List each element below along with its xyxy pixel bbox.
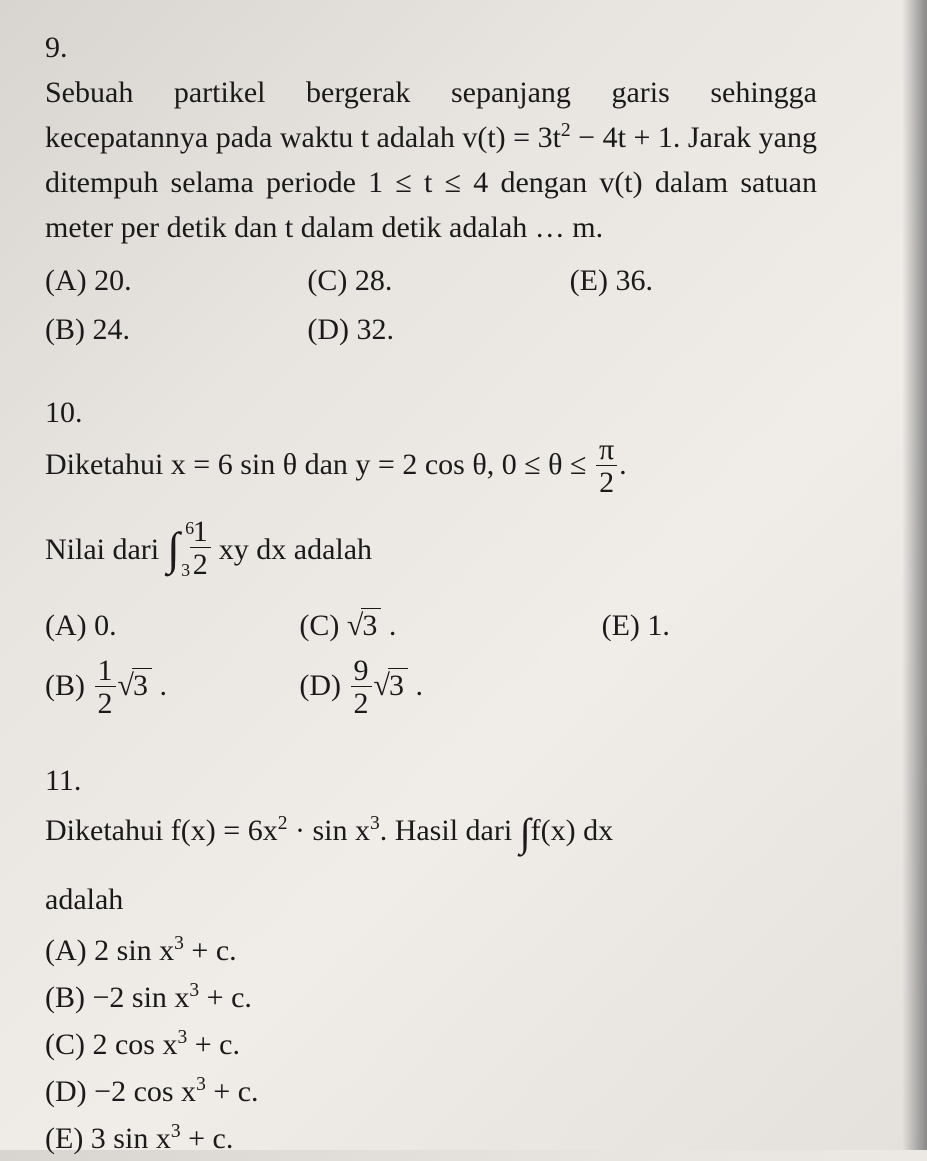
superscript: 3 <box>174 933 184 954</box>
adalah-text: adalah <box>45 877 817 922</box>
sqrt: 3 <box>374 663 408 708</box>
text-part: + c. <box>206 1075 259 1108</box>
denominator: 2 <box>596 466 617 499</box>
superscript: 3 <box>196 1074 206 1095</box>
text-part: Diketahui f(x) = 6x <box>45 814 278 847</box>
text-part: . <box>381 609 396 642</box>
question-10: 10. Diketahui x = 6 sin θ dan y = 2 cos … <box>45 390 877 720</box>
option-e: (E) 1. <box>602 603 817 648</box>
denominator: 2 <box>190 548 211 581</box>
option-c: (C) 28. <box>307 258 554 303</box>
option-c: (C) 2 cos x3 + c. <box>45 1022 817 1067</box>
option-e: (E) 36. <box>570 258 817 303</box>
options-grid: (A) 20. (C) 28. (E) 36. (B) 24. (D) 32. <box>45 258 817 352</box>
option-a: (A) 20. <box>45 258 292 303</box>
question-text: Sebuah partikel bergerak sepanjang garis… <box>45 70 817 250</box>
text-part: (A) 2 sin x <box>45 934 174 967</box>
text-part: . <box>619 448 627 481</box>
option-b: (B) 123 . <box>45 656 284 720</box>
integral-symbol: ∫63 <box>167 528 180 569</box>
text-part: (C) <box>299 609 347 642</box>
text-part: (B) −2 sin x <box>45 981 189 1014</box>
text-part: Diketahui x = 6 sin θ dan y = 2 cos θ, 0… <box>45 448 594 481</box>
option-a: (A) 0. <box>45 603 284 648</box>
question-number: 11. <box>45 758 100 803</box>
options-grid: (A) 0. (C) 3 . (E) 1. (B) 123 . (D) 923 … <box>45 603 817 720</box>
option-e: (E) 3 sin x3 + c. <box>45 1116 817 1161</box>
text-part: . <box>152 669 167 702</box>
option-b: (B) 24. <box>45 307 292 352</box>
question-11: 11. Diketahui f(x) = 6x2 · sin x3. Hasil… <box>45 758 877 1161</box>
superscript: 2 <box>278 813 288 834</box>
text-part: + c. <box>184 934 237 967</box>
text-part: . <box>408 669 423 702</box>
fraction: π2 <box>596 435 617 499</box>
text-part: Nilai dari <box>45 527 159 572</box>
numerator: 1 <box>95 656 116 687</box>
integral-symbol: ∫ <box>520 810 531 855</box>
denominator: 2 <box>351 687 372 720</box>
fraction: 92 <box>351 656 372 720</box>
question-body: Diketahui x = 6 sin θ dan y = 2 cos θ, 0… <box>45 435 817 720</box>
text-part: + c. <box>187 1028 240 1061</box>
integral-lower: 3 <box>181 562 190 578</box>
text-part: · sin x <box>287 814 370 847</box>
radicand: 3 <box>361 608 381 642</box>
text-part: (D) −2 cos x <box>45 1075 196 1108</box>
text-part: (E) 3 sin x <box>45 1122 171 1155</box>
text-part: xy dx adalah <box>219 527 372 572</box>
superscript: 2 <box>561 120 571 141</box>
question-text: Diketahui x = 6 sin θ dan y = 2 cos θ, 0… <box>45 435 817 499</box>
superscript: 3 <box>370 813 380 834</box>
question-number: 9. <box>45 25 100 70</box>
numerator: 9 <box>351 656 372 687</box>
sqrt: 3 <box>118 663 152 708</box>
option-d: (D) 32. <box>307 307 554 352</box>
option-d: (D) −2 cos x3 + c. <box>45 1069 817 1114</box>
question-text: Diketahui f(x) = 6x2 · sin x3. Hasil dar… <box>45 803 817 863</box>
text-part: + c. <box>181 1122 234 1155</box>
option-c: (C) 3 . <box>299 603 586 648</box>
options-list: (A) 2 sin x3 + c. (B) −2 sin x3 + c. (C)… <box>45 928 817 1161</box>
radicand: 3 <box>132 668 152 702</box>
text-part: (D) <box>299 669 348 702</box>
superscript: 3 <box>171 1121 181 1142</box>
option-d: (D) 923 . <box>299 656 586 720</box>
option-a: (A) 2 sin x3 + c. <box>45 928 817 973</box>
question-body: Sebuah partikel bergerak sepanjang garis… <box>45 70 817 352</box>
text-part: f(x) dx <box>531 814 613 847</box>
superscript: 3 <box>189 980 199 1001</box>
question-9: 9. Sebuah partikel bergerak sepanjang ga… <box>45 25 877 352</box>
radicand: 3 <box>388 668 408 702</box>
text-part: (C) 2 cos x <box>45 1028 177 1061</box>
numerator: π <box>596 435 617 466</box>
integral-expression: Nilai dari ∫63 12 xy dx adalah <box>45 517 817 581</box>
text-part: + c. <box>199 981 252 1014</box>
text-part: . Hasil dari <box>380 814 520 847</box>
superscript: 3 <box>177 1027 187 1048</box>
integral-upper: 6 <box>185 520 194 536</box>
denominator: 2 <box>95 687 116 720</box>
option-b: (B) −2 sin x3 + c. <box>45 975 817 1020</box>
sqrt: 3 <box>347 603 381 648</box>
text-part: (B) <box>45 669 93 702</box>
question-body: Diketahui f(x) = 6x2 · sin x3. Hasil dar… <box>45 803 817 1161</box>
fraction: 12 <box>95 656 116 720</box>
question-number: 10. <box>45 390 100 435</box>
